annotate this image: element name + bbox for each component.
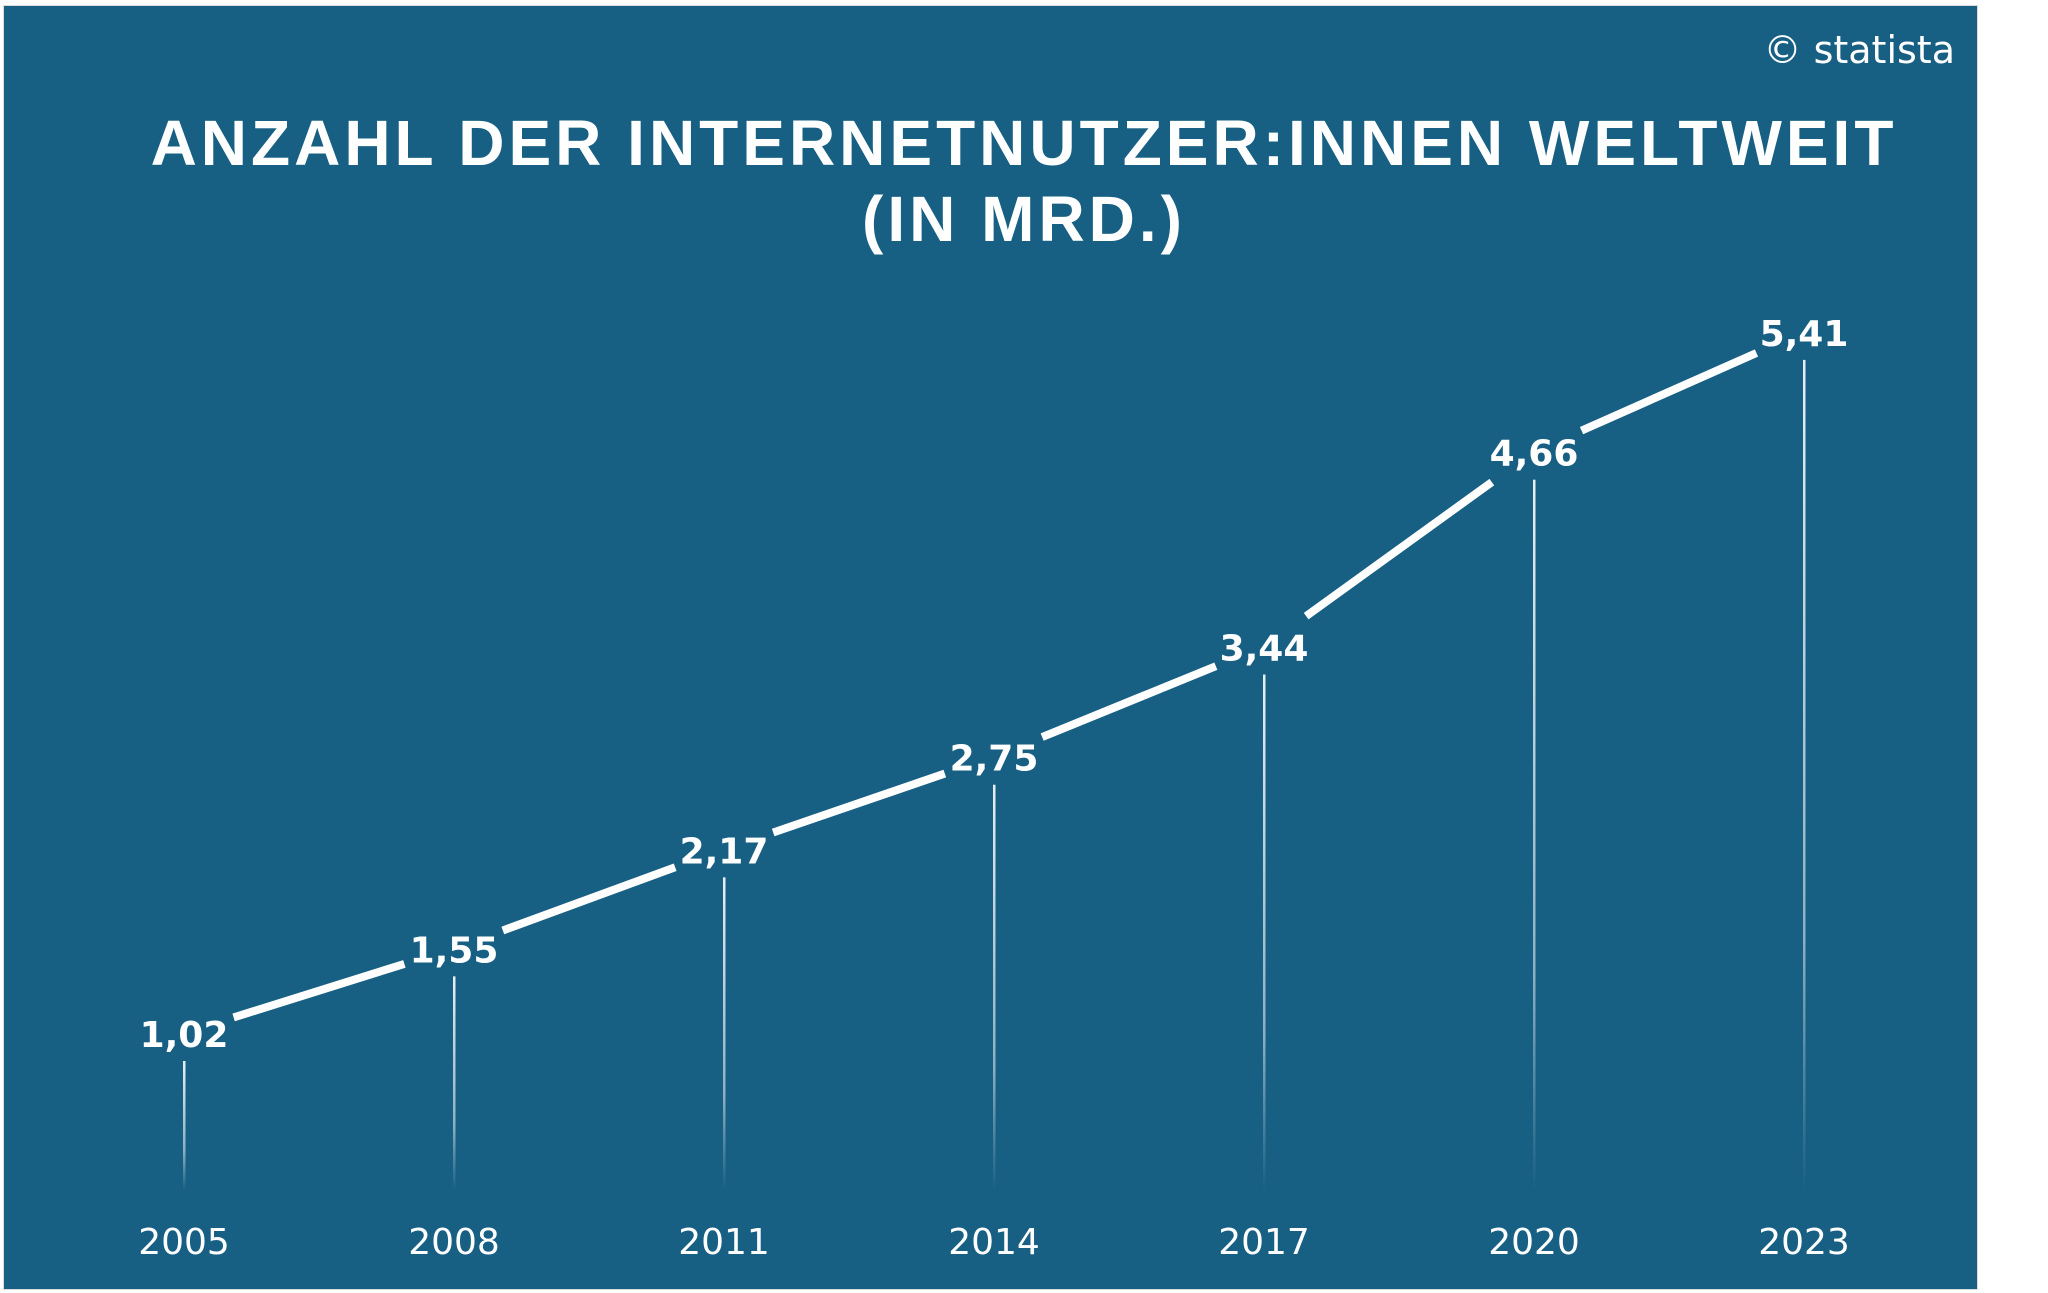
drop-line [183,1061,186,1190]
x-tick-label: 2017 [1218,1222,1310,1263]
data-label: 4,66 [1490,434,1579,475]
line-segment [1040,662,1218,741]
data-label: 3,44 [1220,629,1309,670]
x-tick-label: 2014 [948,1222,1040,1263]
x-tick-label: 2020 [1488,1222,1580,1263]
drop-line [993,784,996,1190]
x-tick-label: 2023 [1758,1222,1850,1263]
statista-copyright: © statista [1763,28,1955,72]
drop-line [1533,479,1536,1190]
x-tick-label: 2008 [408,1222,500,1263]
x-tick-label: 2005 [138,1222,230,1263]
data-label: 2,75 [950,739,1039,780]
drop-line [1263,674,1266,1190]
line-segment [771,769,947,837]
data-label: 5,41 [1760,314,1849,355]
line-segment [232,960,406,1022]
x-tick-label: 2011 [678,1222,770,1263]
chart-subtitle: (IN MRD.) [862,183,1186,255]
data-label: 1,55 [410,930,499,971]
drop-line [453,976,456,1190]
drop-line [1803,359,1806,1190]
drop-line [723,877,726,1190]
chart-panel: © statista [3,5,1978,1290]
data-label: 2,17 [680,831,769,872]
line-segment [1303,478,1495,620]
line-segment [501,863,677,935]
chart-title: ANZAHL DER INTERNETNUTZER:INNEN WELTWEIT [150,107,1898,179]
data-label: 1,02 [140,1015,229,1056]
line-segment [1579,349,1759,435]
